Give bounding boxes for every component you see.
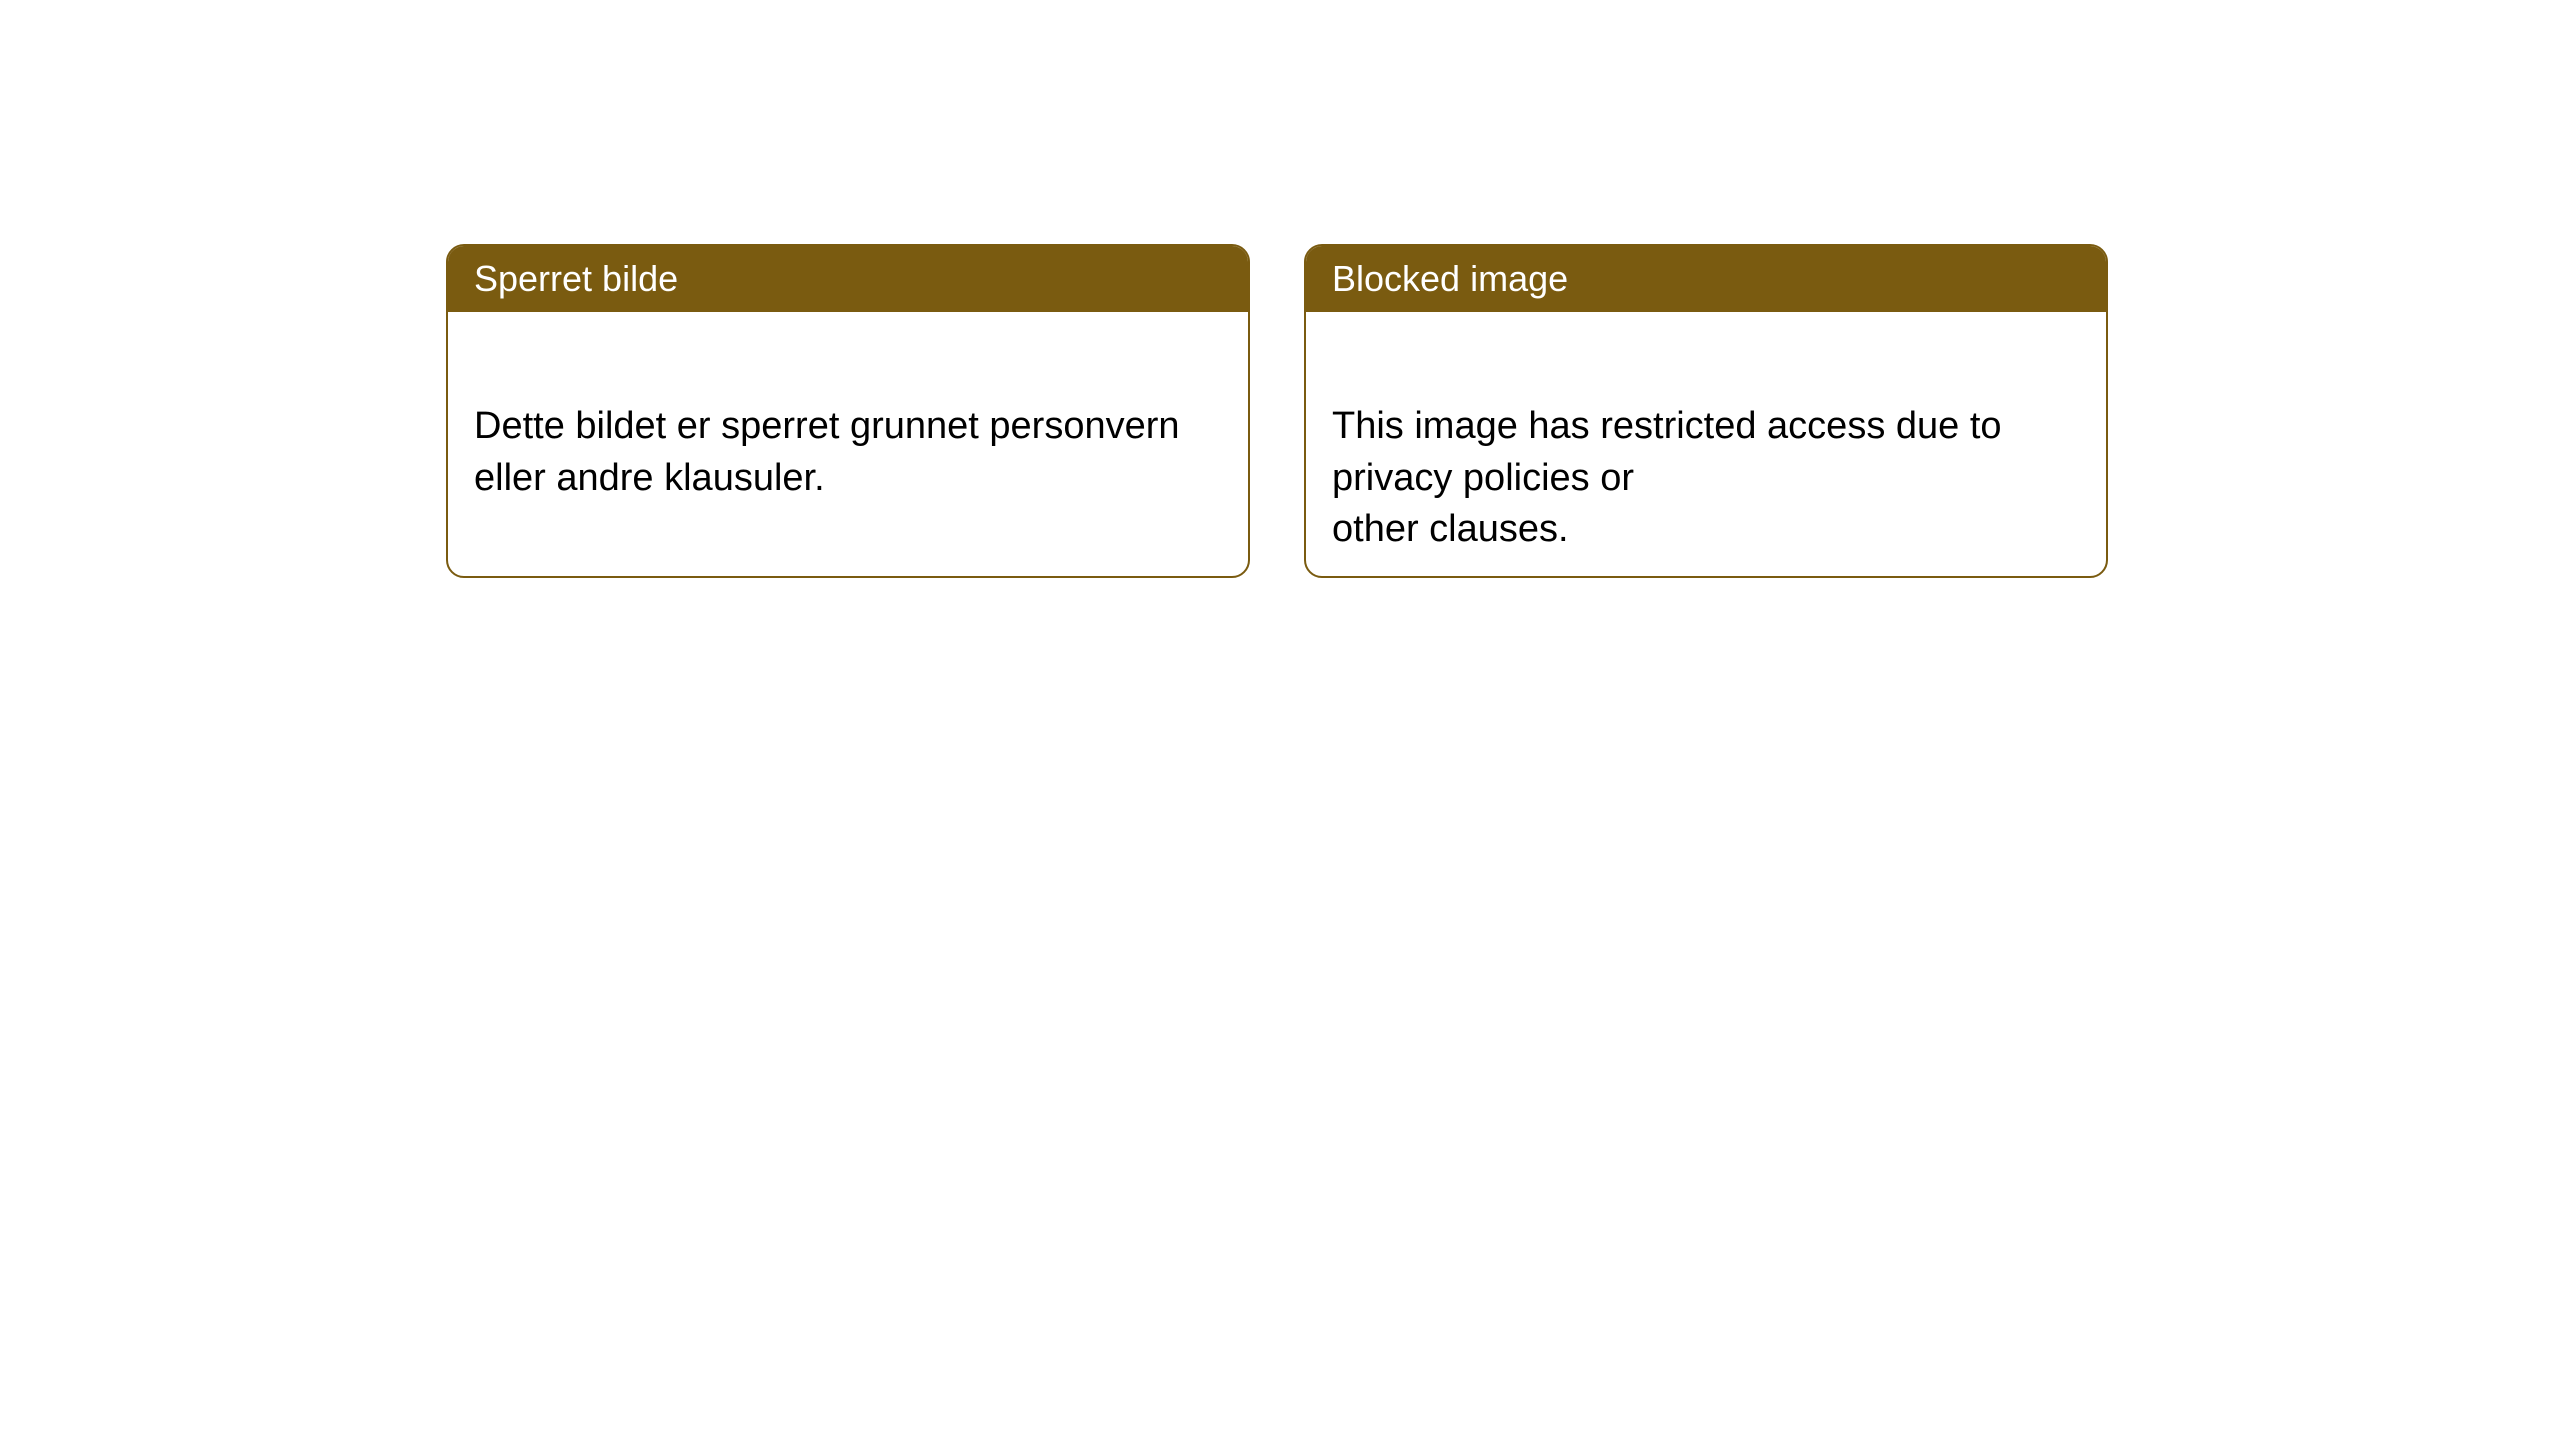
message-container: Sperret bilde Dette bildet er sperret gr… bbox=[446, 244, 2108, 578]
box-title: Sperret bilde bbox=[474, 258, 678, 299]
box-body-text: Dette bildet er sperret grunnet personve… bbox=[474, 405, 1180, 498]
blocked-image-box-norwegian: Sperret bilde Dette bildet er sperret gr… bbox=[446, 244, 1250, 578]
box-header: Sperret bilde bbox=[448, 246, 1248, 312]
box-body: Dette bildet er sperret grunnet personve… bbox=[448, 312, 1248, 542]
blocked-image-box-english: Blocked image This image has restricted … bbox=[1304, 244, 2108, 578]
box-body-text: This image has restricted access due to … bbox=[1332, 405, 2002, 550]
box-title: Blocked image bbox=[1332, 258, 1568, 299]
box-body: This image has restricted access due to … bbox=[1306, 312, 2106, 578]
box-header: Blocked image bbox=[1306, 246, 2106, 312]
